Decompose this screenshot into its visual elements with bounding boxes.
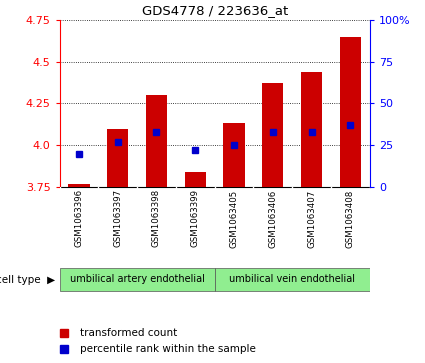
Text: percentile rank within the sample: percentile rank within the sample <box>80 344 256 354</box>
Bar <box>68 184 90 187</box>
Text: GSM1063397: GSM1063397 <box>113 189 122 248</box>
Text: GSM1063405: GSM1063405 <box>230 189 238 248</box>
Bar <box>224 123 245 187</box>
Bar <box>146 95 167 187</box>
Bar <box>301 72 322 187</box>
Title: GDS4778 / 223636_at: GDS4778 / 223636_at <box>142 4 288 17</box>
Bar <box>107 129 128 187</box>
Bar <box>215 268 370 291</box>
Bar <box>184 172 206 187</box>
Text: umbilical artery endothelial: umbilical artery endothelial <box>70 274 204 284</box>
Text: umbilical vein endothelial: umbilical vein endothelial <box>229 274 355 284</box>
Bar <box>60 268 215 291</box>
Text: GSM1063398: GSM1063398 <box>152 189 161 248</box>
Text: GSM1063407: GSM1063407 <box>307 189 316 248</box>
Bar <box>340 37 361 187</box>
Text: GSM1063408: GSM1063408 <box>346 189 355 248</box>
Bar <box>262 83 283 187</box>
Text: cell type  ▶: cell type ▶ <box>0 274 55 285</box>
Text: GSM1063406: GSM1063406 <box>268 189 277 248</box>
Text: GSM1063399: GSM1063399 <box>191 189 200 247</box>
Text: GSM1063396: GSM1063396 <box>74 189 83 248</box>
Text: transformed count: transformed count <box>80 328 178 338</box>
